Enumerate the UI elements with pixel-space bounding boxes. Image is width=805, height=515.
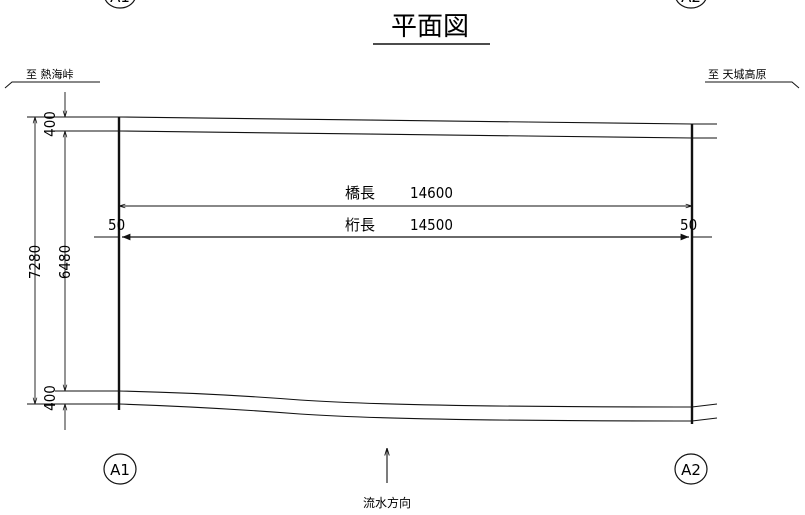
abutment-label-a2: A2 <box>681 461 701 479</box>
left-offset-value: 50 <box>108 216 125 234</box>
total-width-value: 7280 <box>26 245 44 279</box>
roadway-width-value: 6480 <box>56 245 74 279</box>
bottom-strip-value: 400 <box>41 385 59 411</box>
top-partial-label-left: A1 <box>110 0 130 6</box>
bridge-outline <box>90 116 718 424</box>
top-partial-callout-left: A1 <box>104 0 136 9</box>
direction-left-label: 至 熱海峠 <box>26 67 74 81</box>
direction-left-arrow <box>4 81 100 89</box>
abutment-label-a1: A1 <box>110 461 130 479</box>
abutment-callout-a1: A1 <box>103 453 137 485</box>
girder-length-label: 桁長 <box>345 216 375 234</box>
direction-right-arrow <box>705 81 800 89</box>
top-partial-label-right: A2 <box>681 0 701 6</box>
abutment-callout-a2: A2 <box>674 453 708 485</box>
width-extension-lines <box>27 116 90 405</box>
bridge-length-label: 橋長 <box>345 184 375 202</box>
flow-direction-label: 流水方向 <box>363 495 411 510</box>
right-offset-value: 50 <box>680 216 697 234</box>
top-partial-callout-right: A2 <box>675 0 707 9</box>
drawing-title: 平面図 <box>391 12 469 42</box>
girder-length-value: 14500 <box>410 216 453 234</box>
bridge-length-value: 14600 <box>410 184 453 202</box>
direction-right-label: 至 天城高原 <box>708 67 767 81</box>
top-strip-value: 400 <box>41 111 59 137</box>
